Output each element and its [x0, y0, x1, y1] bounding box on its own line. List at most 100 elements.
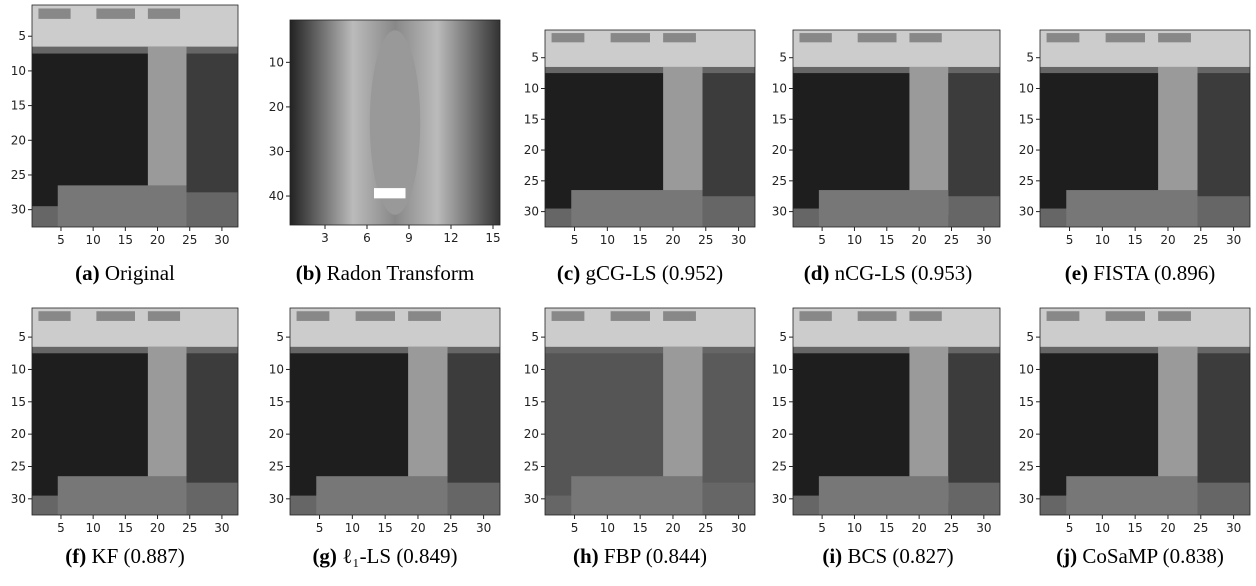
x-tick-label: 30	[731, 521, 746, 535]
caption-label: (a)	[75, 261, 100, 285]
x-tick-label: 20	[410, 521, 425, 535]
panel: 3 6 9 12 15 10 20 30 40 (b) Radon Transform	[269, 19, 501, 285]
y-tick-label: 10	[772, 362, 787, 376]
panel: 5 10 15 20 25 30 5 10 15 20 25 30 (g) ℓ₁-LS (0.849)	[269, 307, 501, 568]
caption-text: CoSaMP (0.838)	[1082, 544, 1224, 568]
image-region	[1066, 190, 1198, 227]
caption: (c) gCG-LS (0.952)	[557, 261, 723, 285]
caption-text: nCG-LS (0.953)	[835, 261, 973, 285]
y-tick-label: 5	[1026, 330, 1034, 344]
y-tick-label: 5	[276, 330, 284, 344]
image-region	[296, 311, 330, 321]
image-region	[447, 353, 500, 483]
image-region	[316, 476, 448, 515]
image-region	[290, 353, 415, 496]
x-tick-label: 30	[1226, 233, 1241, 247]
y-tick-label: 10	[269, 55, 284, 69]
caption-label: (c)	[557, 261, 580, 285]
x-tick-label: 10	[86, 233, 101, 247]
x-tick-label: 20	[665, 521, 680, 535]
caption: (f) KF (0.887)	[65, 544, 185, 568]
image-region	[1105, 311, 1145, 321]
y-tick-label: 20	[1019, 427, 1034, 441]
y-tick-label: 20	[772, 143, 787, 157]
image-region	[57, 476, 187, 515]
panel: 5 10 15 20 25 30 5 10 15 20 25 30 (e) FISTA (0.896)	[1019, 29, 1251, 285]
x-tick-label: 25	[182, 521, 197, 535]
panel: 5 10 15 20 25 30 5 10 15 20 25 30 (i) BCS (0.827)	[772, 307, 1001, 568]
y-tick-label: 30	[772, 492, 787, 506]
y-tick-label: 30	[1019, 205, 1034, 219]
y-tick-label: 15	[772, 112, 787, 126]
caption-label: (b)	[296, 261, 322, 285]
x-tick-label: 5	[57, 521, 65, 535]
x-tick-label: 15	[485, 231, 500, 245]
x-tick-label: 15	[1128, 233, 1143, 247]
image-region	[147, 8, 181, 19]
x-tick-label: 20	[150, 521, 165, 535]
x-tick-label: 10	[1095, 521, 1110, 535]
image-frame	[544, 307, 756, 516]
image-region	[1158, 33, 1191, 43]
y-tick-label: 5	[18, 330, 26, 344]
caption-label: (h)	[573, 544, 599, 568]
image-region	[799, 33, 832, 43]
image-region	[571, 190, 703, 227]
caption-label: (i)	[822, 544, 842, 568]
image-region	[793, 353, 916, 496]
image-region	[663, 311, 696, 321]
y-tick-label: 20	[269, 427, 284, 441]
image-frame	[544, 29, 756, 228]
panel: 5 10 15 20 25 30 5 10 15 20 25 30 (f) KF (0.887)	[11, 307, 239, 568]
x-tick-label: 3	[321, 231, 329, 245]
y-tick-label: 15	[524, 395, 539, 409]
y-tick-label: 25	[1019, 174, 1034, 188]
image-frame	[31, 4, 239, 228]
x-tick-label: 15	[879, 521, 894, 535]
y-tick-label: 25	[524, 174, 539, 188]
image-region	[610, 311, 650, 321]
x-tick-label: 15	[118, 521, 133, 535]
x-tick-label: 20	[912, 521, 927, 535]
x-tick-label: 5	[818, 521, 826, 535]
y-tick-label: 20	[11, 133, 26, 147]
image-frame	[1039, 307, 1251, 516]
y-tick-label: 15	[11, 395, 26, 409]
y-tick-label: 20	[1019, 143, 1034, 157]
y-tick-label: 30	[269, 492, 284, 506]
y-tick-label: 5	[18, 29, 26, 43]
image-region	[355, 311, 395, 321]
y-tick-label: 30	[524, 205, 539, 219]
x-tick-label: 30	[476, 521, 491, 535]
y-tick-label: 30	[11, 203, 26, 217]
x-tick-label: 25	[1193, 521, 1208, 535]
y-tick-label: 5	[531, 51, 539, 65]
image-frame	[792, 307, 1001, 516]
image-region	[96, 8, 135, 19]
panel: 5 10 15 20 25 30 5 10 15 20 25 30 (c) gCG-LS (0.952)	[524, 29, 756, 285]
x-tick-label: 15	[1128, 521, 1143, 535]
image-region	[702, 73, 755, 197]
y-tick-label: 10	[269, 362, 284, 376]
x-tick-label: 20	[150, 233, 165, 247]
x-tick-label: 30	[214, 233, 229, 247]
y-tick-label: 30	[1019, 492, 1034, 506]
x-tick-label: 25	[443, 521, 458, 535]
x-tick-label: 20	[665, 233, 680, 247]
caption-text: ℓ₁-LS (0.849)	[342, 544, 457, 568]
x-tick-label: 5	[571, 521, 579, 535]
image-region	[702, 353, 755, 483]
x-tick-label: 30	[976, 233, 991, 247]
y-tick-label: 5	[531, 330, 539, 344]
x-tick-label: 5	[818, 233, 826, 247]
image-feature	[374, 188, 406, 199]
image-region	[186, 53, 238, 193]
x-tick-label: 25	[182, 233, 197, 247]
caption: (j) CoSaMP (0.838)	[1056, 544, 1224, 568]
image-region	[1066, 476, 1198, 515]
image-region	[799, 311, 832, 321]
caption-text: gCG-LS (0.952)	[585, 261, 723, 285]
